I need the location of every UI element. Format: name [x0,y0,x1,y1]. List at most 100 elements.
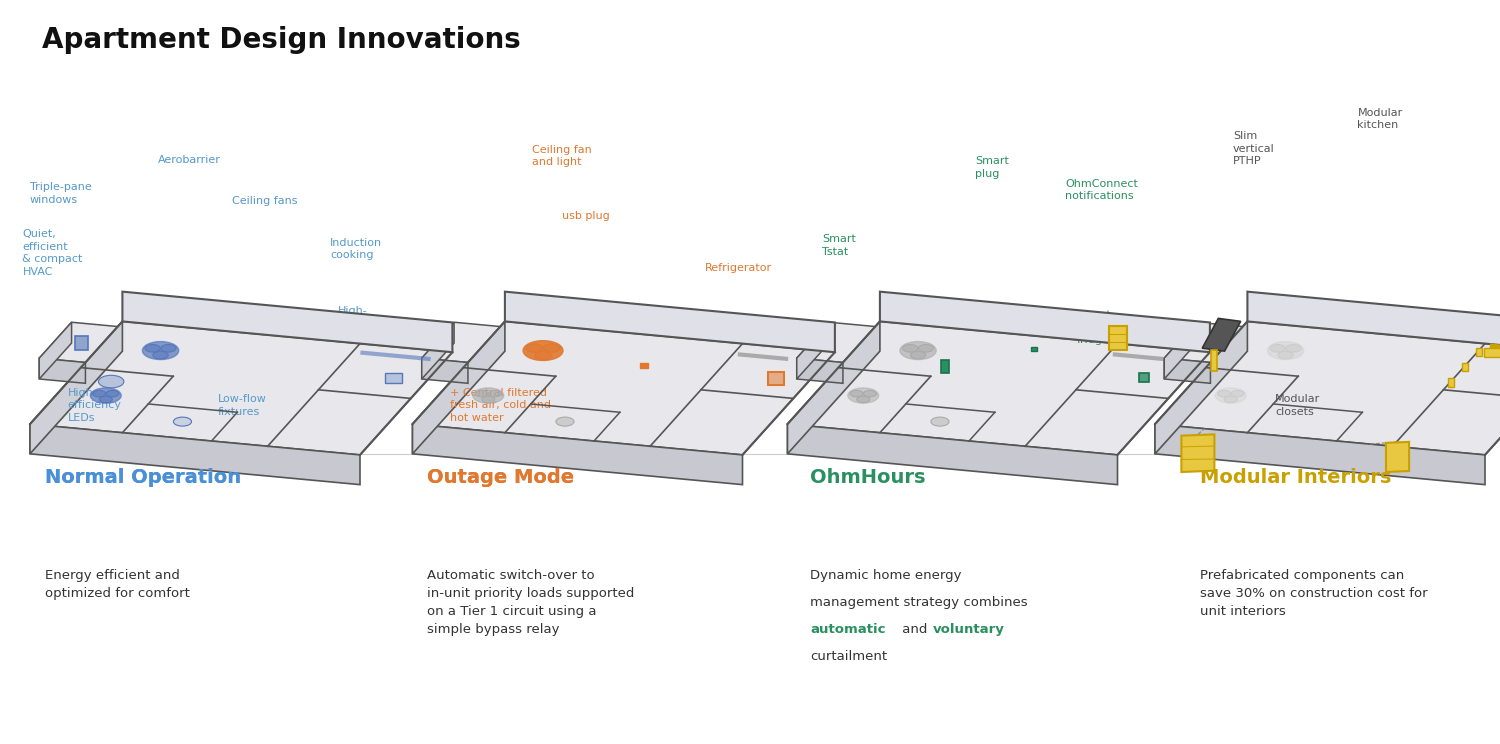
Polygon shape [413,321,836,455]
Bar [1462,363,1468,371]
Polygon shape [422,358,468,383]
Bar [386,373,402,383]
Polygon shape [788,424,1118,484]
Text: High-
efficiency
LEDs: High- efficiency LEDs [68,388,122,423]
Text: Modular Interiors: Modular Interiors [1200,468,1392,487]
Circle shape [1224,396,1238,403]
Circle shape [526,344,543,352]
Polygon shape [788,321,880,454]
Bar [1203,318,1240,351]
Text: voluntary: voluntary [933,623,1005,635]
Text: Smart
plug: Smart plug [975,156,1010,179]
Bar [1140,373,1149,382]
Polygon shape [413,321,506,454]
Text: Ceiling fan
and light: Ceiling fan and light [532,145,592,167]
Circle shape [1232,391,1244,397]
Text: OhmConnect
notifications: OhmConnect notifications [1065,179,1138,201]
Text: Smart
Tstat: Smart Tstat [822,234,856,257]
Circle shape [900,341,936,359]
Circle shape [106,391,118,397]
Bar [1484,348,1500,356]
Circle shape [489,391,501,397]
Circle shape [1270,344,1286,352]
Text: Prefabricated components can
save 30% on construction cost for
unit interiors: Prefabricated components can save 30% on… [1200,569,1428,618]
Circle shape [93,391,105,397]
Text: Automatic switch-over to
in-unit priority loads supported
on a Tier 1 circuit us: Automatic switch-over to in-unit priorit… [427,569,634,636]
Text: Refrigerator: Refrigerator [705,263,772,273]
Circle shape [1278,351,1293,359]
Circle shape [90,388,122,403]
Polygon shape [1155,321,1500,455]
Polygon shape [788,321,1210,455]
Polygon shape [30,321,123,454]
Text: Apartment Design Innovations: Apartment Design Innovations [42,26,520,54]
Polygon shape [30,424,360,484]
Bar [1108,326,1126,350]
Polygon shape [30,321,453,455]
Circle shape [850,391,862,397]
Polygon shape [1386,442,1408,472]
Polygon shape [796,358,843,383]
Bar [1448,378,1454,387]
Polygon shape [1164,322,1244,362]
Text: Induction
cooking: Induction cooking [330,238,382,260]
Circle shape [482,396,495,403]
Polygon shape [1248,292,1500,352]
Text: automatic: automatic [810,623,885,635]
Circle shape [910,351,926,359]
Circle shape [1286,344,1300,352]
Text: Normal Operation: Normal Operation [45,468,242,487]
Circle shape [847,388,879,403]
Polygon shape [422,322,501,362]
Text: Energy efficient and
optimized for comfort: Energy efficient and optimized for comfo… [45,569,190,600]
Circle shape [864,391,876,397]
Text: Outage Mode: Outage Mode [427,468,574,487]
Polygon shape [123,292,453,352]
Text: OhmHours: OhmHours [810,468,926,487]
Text: Outage Mode: Outage Mode [427,468,574,487]
Circle shape [174,417,192,426]
Polygon shape [796,322,830,379]
Polygon shape [506,292,836,352]
Polygon shape [39,322,72,379]
Text: Smart
plug at
fridge: Smart plug at fridge [1077,310,1116,344]
Text: Aerobarrier: Aerobarrier [158,155,220,165]
Circle shape [146,344,160,352]
Polygon shape [1164,358,1210,383]
Polygon shape [1155,424,1485,484]
Text: Modular
kitchen: Modular kitchen [1358,108,1402,130]
Polygon shape [39,358,86,383]
Text: Triple-pane
windows: Triple-pane windows [30,182,92,205]
Polygon shape [1182,434,1215,472]
Circle shape [1268,341,1304,359]
Text: Slim
vertical
PTHP: Slim vertical PTHP [1233,132,1275,166]
Circle shape [932,417,950,426]
Text: Normal Operation: Normal Operation [45,468,242,487]
Bar [1476,347,1482,356]
Text: Ceiling fans: Ceiling fans [232,196,298,206]
Circle shape [524,341,562,361]
Circle shape [903,344,918,352]
Circle shape [99,375,124,388]
Circle shape [543,344,560,352]
Bar [640,363,648,368]
Polygon shape [39,322,119,362]
Text: Dynamic home energy: Dynamic home energy [810,569,962,582]
Circle shape [472,388,504,403]
Circle shape [918,344,933,352]
Polygon shape [422,322,454,379]
Text: Modular
closets: Modular closets [1275,394,1320,417]
Text: and: and [898,623,932,635]
Text: management strategy combines: management strategy combines [810,596,1028,609]
Circle shape [476,391,488,397]
Text: + Central filtered
fresh air, cold and
hot water: + Central filtered fresh air, cold and h… [450,388,550,423]
Bar [940,360,950,373]
Circle shape [142,341,178,359]
Bar [1030,347,1036,351]
Bar [1210,350,1216,371]
Circle shape [99,396,112,403]
Bar [75,336,88,350]
Bar [768,372,784,385]
Circle shape [856,396,870,403]
Text: Low-flow
fixtures: Low-flow fixtures [217,394,267,417]
